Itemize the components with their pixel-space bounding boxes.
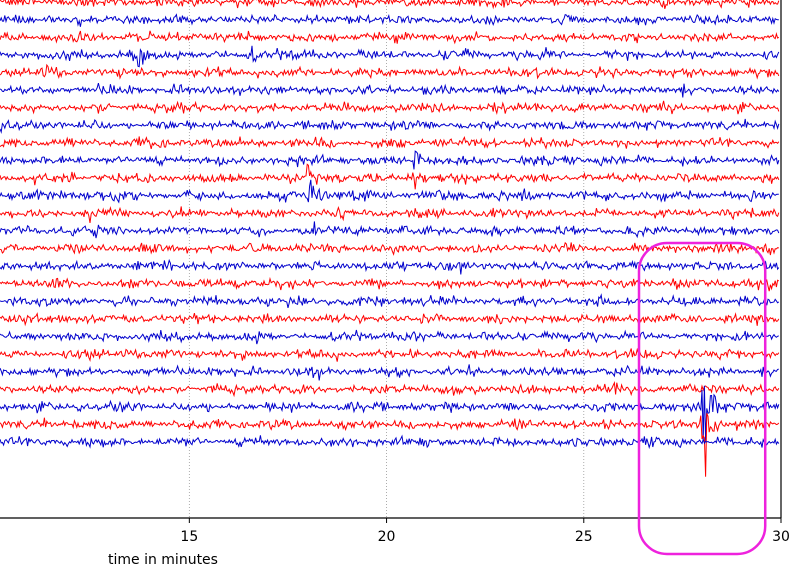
seismic-trace	[0, 434, 780, 450]
seismic-trace	[0, 293, 780, 309]
seismic-trace	[0, 63, 780, 80]
seismic-trace	[0, 205, 780, 223]
seismic-trace	[0, 135, 780, 150]
seismic-trace	[0, 380, 780, 398]
seismic-trace	[0, 347, 780, 363]
seismic-trace	[0, 364, 779, 381]
x-tick-label: 20	[378, 529, 396, 545]
seismic-trace	[0, 179, 779, 204]
seismic-trace	[0, 276, 780, 292]
seismic-trace	[0, 329, 779, 345]
axes	[0, 0, 782, 519]
x-tick-label: 30	[772, 529, 790, 545]
trace-group	[0, 0, 780, 477]
seismic-trace	[0, 258, 780, 275]
x-ticks: 15 20 25 30	[180, 518, 790, 545]
x-tick-label: 25	[575, 529, 593, 545]
highlight-box	[637, 241, 767, 556]
seismic-trace	[0, 221, 780, 239]
grid-lines	[188, 0, 585, 518]
seismic-trace	[0, 82, 780, 98]
seismic-trace	[0, 150, 780, 170]
seismic-trace	[0, 30, 780, 45]
seismic-trace	[0, 118, 780, 134]
seismic-trace	[0, 385, 780, 441]
seismic-trace	[0, 312, 780, 327]
seismic-trace	[0, 45, 780, 68]
seismic-trace	[0, 413, 780, 477]
seismic-trace	[0, 0, 780, 10]
seismic-trace	[0, 13, 779, 27]
seismic-trace	[0, 100, 780, 116]
x-axis-label: time in minutes	[108, 552, 218, 566]
x-tick-label: 15	[180, 529, 198, 545]
seismic-trace	[0, 163, 780, 190]
